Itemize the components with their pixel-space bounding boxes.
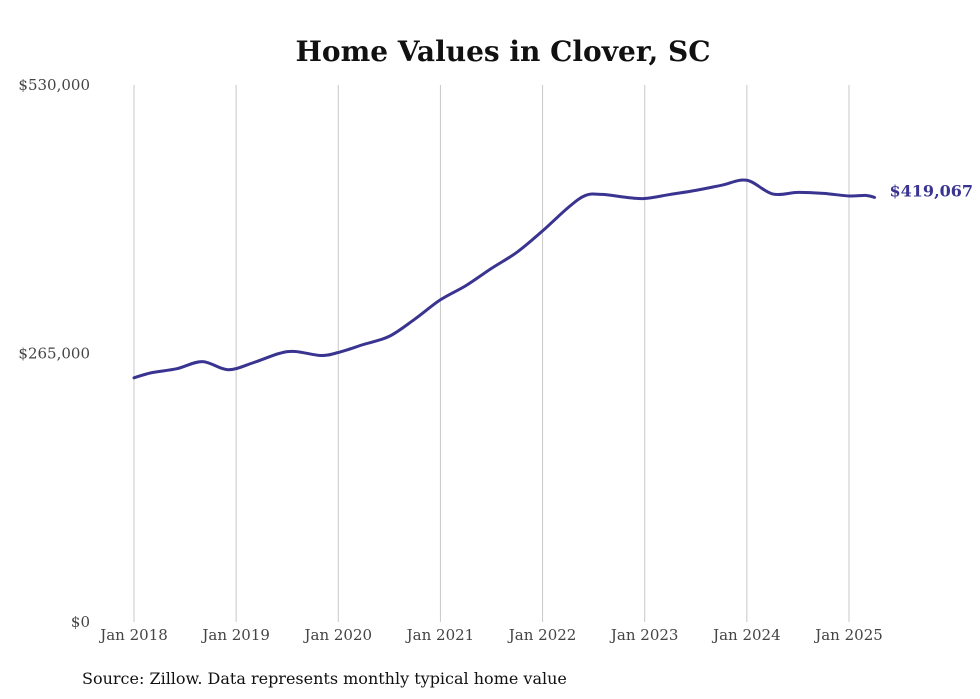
y-axis-ticks: $0 $265,000 $530,000 bbox=[18, 76, 90, 631]
x-tick-label: Jan 2025 bbox=[813, 626, 883, 644]
end-value-label: $419,067 bbox=[890, 181, 974, 200]
x-tick-label: Jan 2023 bbox=[609, 626, 679, 644]
x-tick-label: Jan 2022 bbox=[507, 626, 577, 644]
x-tick-label: Jan 2024 bbox=[711, 626, 781, 644]
y-tick-label: $530,000 bbox=[18, 76, 90, 94]
x-tick-label: Jan 2021 bbox=[405, 626, 475, 644]
grid-lines bbox=[133, 85, 850, 622]
y-tick-label: $0 bbox=[71, 613, 90, 631]
chart-title: Home Values in Clover, SC bbox=[295, 35, 710, 68]
series-line-home-value bbox=[132, 178, 877, 380]
source-note: Source: Zillow. Data represents monthly … bbox=[82, 669, 567, 688]
x-tick-label: Jan 2018 bbox=[98, 626, 168, 644]
x-axis-ticks: Jan 2018 Jan 2019 Jan 2020 Jan 2021 Jan 2022… bbox=[98, 626, 883, 644]
x-tick-label: Jan 2019 bbox=[200, 626, 270, 644]
x-tick-label: Jan 2020 bbox=[303, 626, 373, 644]
y-tick-label: $265,000 bbox=[18, 345, 90, 363]
